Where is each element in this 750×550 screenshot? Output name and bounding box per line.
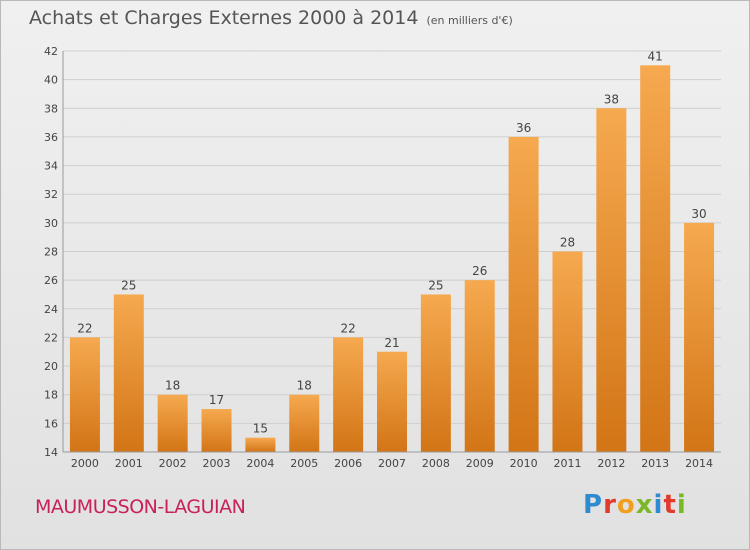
- data-label-2011: 28: [560, 236, 575, 250]
- y-tick-label: 26: [44, 274, 58, 287]
- logo-letter: t: [663, 490, 677, 520]
- logo-letter: x: [635, 490, 654, 520]
- x-axis: 2000 2001 2002 2003 2004 2005 2006 2007 2008 2009…: [63, 451, 721, 470]
- chart-unit: (en milliers d'€): [426, 14, 513, 27]
- data-label-2013: 41: [648, 49, 663, 63]
- y-tick-label: 18: [44, 389, 58, 402]
- data-label-2010: 36: [516, 121, 531, 135]
- x-tick-label-2005: 2005: [290, 457, 318, 470]
- data-label-2009: 26: [472, 264, 487, 278]
- x-tick-label-2008: 2008: [422, 457, 450, 470]
- data-label-2014: 30: [691, 207, 706, 221]
- bar-2002: [157, 394, 188, 452]
- y-tick-label: 14: [44, 446, 58, 459]
- chart-title: Achats et Charges Externes 2000 à 2014 (e…: [29, 7, 513, 29]
- y-tick-label: 42: [44, 45, 58, 58]
- bar-2011: [552, 251, 583, 452]
- x-tick-label-2011: 2011: [553, 457, 581, 470]
- data-label-2004: 15: [253, 422, 268, 436]
- data-label-2005: 18: [297, 379, 312, 393]
- y-tick-label: 32: [44, 188, 58, 201]
- proxiti-logo[interactable]: Proxiti: [583, 490, 687, 520]
- y-tick-label: 28: [44, 246, 58, 259]
- x-tick-label-2003: 2003: [203, 457, 231, 470]
- chart-title-text: Achats et Charges Externes 2000 à 2014: [29, 7, 419, 29]
- y-tick-label: 24: [44, 303, 58, 316]
- data-label-2008: 25: [428, 278, 443, 292]
- logo-letter: o: [616, 490, 636, 520]
- x-tick-label-2000: 2000: [71, 457, 99, 470]
- x-tick-label-2007: 2007: [378, 457, 406, 470]
- x-tick-label-2009: 2009: [466, 457, 494, 470]
- y-tick-label: 16: [44, 417, 58, 430]
- x-tick-label-2006: 2006: [334, 457, 362, 470]
- data-label-2012: 38: [604, 92, 619, 106]
- bar-2003: [201, 409, 232, 452]
- bars: [69, 65, 715, 453]
- data-label-2002: 18: [165, 379, 180, 393]
- bar-2000: [69, 337, 100, 452]
- data-labels: 22 25 18 17 15 18 22 21 25 26 36 28 38 41 30: [77, 49, 706, 435]
- bar-2001: [113, 294, 144, 452]
- y-tick-label: 20: [44, 360, 58, 373]
- logo-letter: i: [676, 490, 687, 520]
- y-axis: 14 16 18 20 22 24 26 28 30 32 34 36 38 40 42: [44, 45, 64, 459]
- y-tick-label: 34: [44, 160, 58, 173]
- x-tick-label-2014: 2014: [685, 457, 713, 470]
- y-tick-label: 36: [44, 131, 58, 144]
- data-label-2000: 22: [77, 321, 92, 335]
- bar-2013: [640, 65, 671, 453]
- logo-letter: P: [583, 490, 604, 520]
- x-tick-label-2001: 2001: [115, 457, 143, 470]
- bar-2008: [420, 294, 451, 452]
- bar-2012: [596, 108, 627, 453]
- x-tick-label-2013: 2013: [641, 457, 669, 470]
- y-tick-label: 38: [44, 102, 58, 115]
- x-tick-label-2012: 2012: [597, 457, 625, 470]
- bar-2009: [464, 280, 495, 452]
- bar-2007: [377, 351, 407, 452]
- logo-letter: r: [603, 490, 617, 520]
- commune-name: MAUMUSSON-LAGUIAN: [35, 496, 246, 518]
- bar-2004: [245, 437, 276, 452]
- y-tick-label: 22: [44, 331, 58, 344]
- data-label-2003: 17: [209, 393, 224, 407]
- y-tick-label: 40: [44, 74, 58, 87]
- data-label-2006: 22: [340, 321, 355, 335]
- bar-2014: [684, 222, 715, 452]
- bar-2005: [289, 394, 320, 452]
- y-tick-label: 30: [44, 217, 58, 230]
- data-label-2001: 25: [121, 278, 136, 292]
- data-label-2007: 21: [384, 336, 399, 350]
- x-tick-label-2010: 2010: [510, 457, 538, 470]
- x-tick-label-2004: 2004: [246, 457, 274, 470]
- bar-2006: [333, 337, 364, 452]
- x-tick-label-2002: 2002: [159, 457, 187, 470]
- logo-letter: i: [653, 490, 664, 520]
- bar-2010: [508, 136, 539, 452]
